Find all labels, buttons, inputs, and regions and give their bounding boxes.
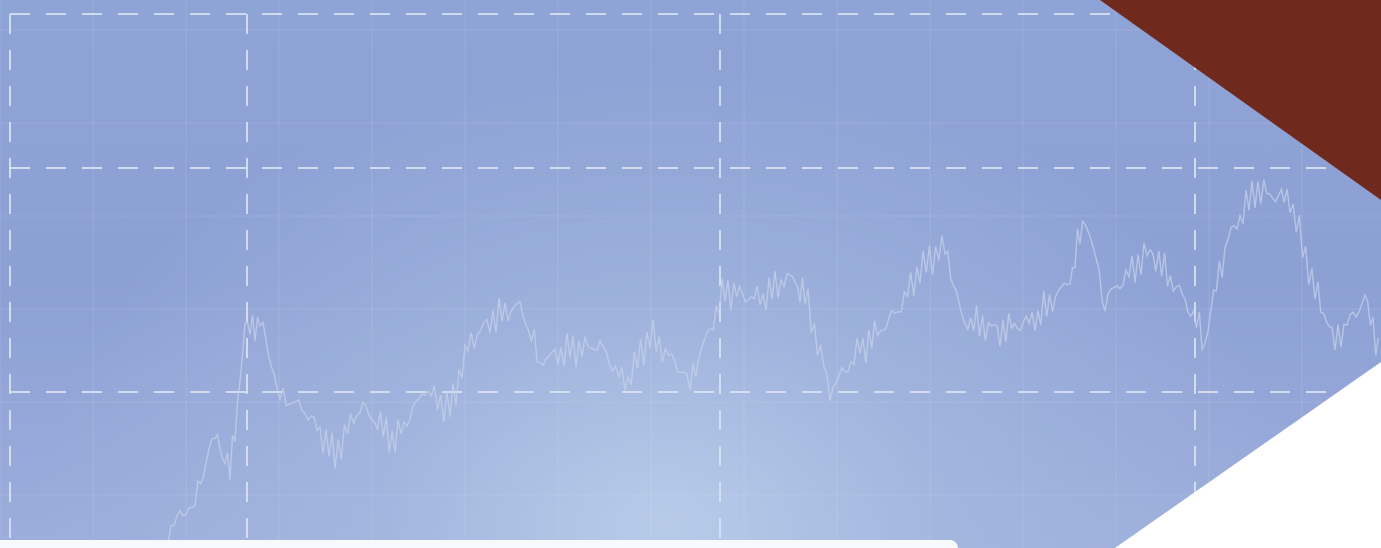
bottom-strip <box>0 540 958 548</box>
white-corner-triangle <box>1115 362 1381 548</box>
decorative-trend-line <box>167 179 1379 544</box>
brown-corner-triangle <box>1100 0 1381 200</box>
